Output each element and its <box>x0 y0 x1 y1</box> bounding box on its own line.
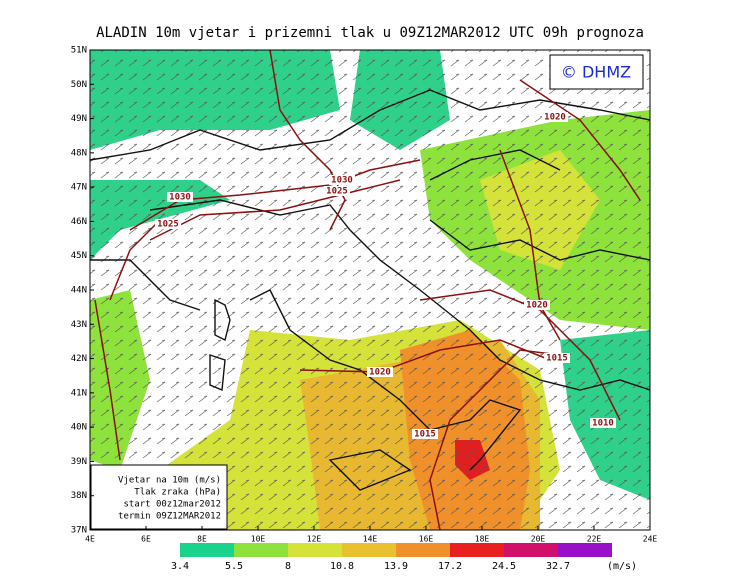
lat-label: 42N <box>71 354 87 364</box>
lat-label: 38N <box>71 491 87 501</box>
isobar-label: 1025 <box>157 220 179 230</box>
colorbar-swatch <box>450 543 504 557</box>
isobar-label-bg <box>412 429 438 439</box>
isobar-label: 1030 <box>331 176 353 186</box>
lat-label: 51N <box>71 46 87 56</box>
info-box <box>90 464 228 530</box>
isobar-label-bg <box>324 186 350 196</box>
colorbar-swatch <box>180 543 234 557</box>
colorbar-swatch <box>504 543 558 557</box>
isobar-label: 1015 <box>546 354 568 364</box>
colorbar-swatch <box>396 543 450 557</box>
lat-label: 37N <box>71 526 87 536</box>
colorbar-unit: (m/s) <box>607 561 637 572</box>
lat-label: 39N <box>71 457 87 467</box>
isobar-label: 1025 <box>326 187 348 197</box>
lat-label: 47N <box>71 183 87 193</box>
lat-label: 45N <box>71 251 87 261</box>
lon-label: 4E <box>85 535 95 544</box>
colorbar-label: 17.2 <box>438 561 462 572</box>
lat-label: 40N <box>71 423 87 433</box>
isobar-label-bg <box>544 353 570 363</box>
lat-label: 41N <box>71 388 87 398</box>
colorbar-label: 5.5 <box>225 561 243 572</box>
lon-label: 16E <box>419 535 434 544</box>
info-line: start 00z12mar2012 <box>123 500 221 510</box>
colorbar-swatch <box>234 543 288 557</box>
colorbar-label: 32.7 <box>546 561 570 572</box>
lat-label: 49N <box>71 114 87 124</box>
isobar-label-bg <box>524 300 550 310</box>
isobar-label: 1030 <box>169 193 191 203</box>
isobar-label-bg <box>590 418 616 428</box>
logo-box <box>549 54 644 90</box>
isobar-label: 1020 <box>544 113 566 123</box>
title: ALADIN 10m vjetar i prizemni tlak u 09Z1… <box>96 25 644 41</box>
isobar-label-bg <box>167 192 193 202</box>
lon-label: 8E <box>197 535 207 544</box>
lat-label: 44N <box>71 286 87 296</box>
isobar-label: 1020 <box>526 301 548 311</box>
isobar-label-bg <box>155 219 181 229</box>
info-line: Vjetar na 10m (m/s) <box>118 476 221 486</box>
lon-label: 6E <box>141 535 151 544</box>
lon-label: 12E <box>307 535 322 544</box>
isobar-label-bg <box>542 112 568 122</box>
colorbar-label: 3.4 <box>171 561 189 572</box>
isobar-label-bg <box>367 367 393 377</box>
lon-label: 24E <box>643 535 658 544</box>
isobar-label: 1015 <box>414 430 436 440</box>
colorbar-swatch <box>288 543 342 557</box>
lat-label: 43N <box>71 320 87 330</box>
info-line: Tlak zraka (hPa) <box>134 488 221 498</box>
isobar-label-bg <box>329 175 355 185</box>
logo: © DHMZ <box>561 63 631 82</box>
lon-label: 10E <box>251 535 266 544</box>
lon-label: 20E <box>531 535 546 544</box>
lon-label: 18E <box>475 535 490 544</box>
colorbar-label: 24.5 <box>492 561 516 572</box>
colorbar: 3.4 5.5 8 10.8 13.9 17.2 24.5 32.7 (m/s) <box>171 543 637 572</box>
lat-label: 48N <box>71 148 87 158</box>
colorbar-label: 13.9 <box>384 561 408 572</box>
lat-label: 46N <box>71 217 87 227</box>
lat-label: 50N <box>71 80 87 90</box>
colorbar-swatch <box>342 543 396 557</box>
colorbar-swatch <box>558 543 612 557</box>
colorbar-label: 10.8 <box>330 561 354 572</box>
lon-label: 14E <box>363 535 378 544</box>
colorbar-label: 8 <box>285 561 291 572</box>
info-line: termin 09Z12MAR2012 <box>118 512 221 522</box>
lon-label: 22E <box>587 535 602 544</box>
isobar-label: 1010 <box>592 419 614 429</box>
isobar-label: 1020 <box>369 368 391 378</box>
